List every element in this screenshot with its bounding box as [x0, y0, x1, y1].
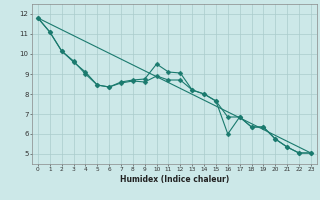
X-axis label: Humidex (Indice chaleur): Humidex (Indice chaleur) — [120, 175, 229, 184]
